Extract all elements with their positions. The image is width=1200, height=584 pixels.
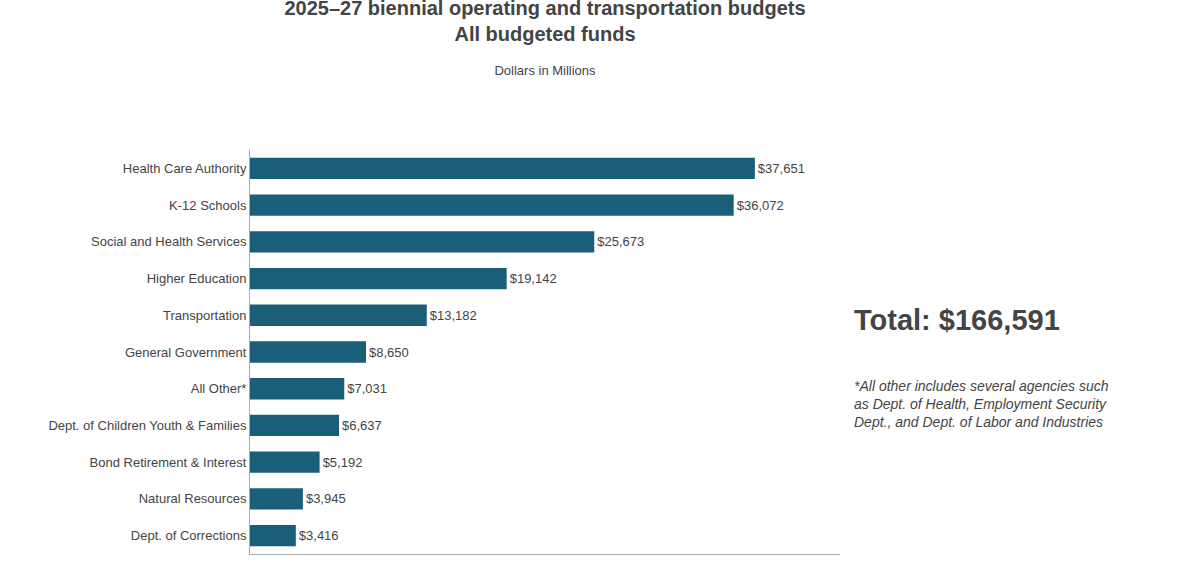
svg-text:Higher Education: Higher Education	[147, 271, 247, 286]
svg-text:Dept. of Corrections: Dept. of Corrections	[131, 528, 247, 543]
svg-text:Social and Health Services: Social and Health Services	[91, 234, 247, 249]
svg-text:Natural Resources: Natural Resources	[139, 491, 247, 506]
svg-text:Dollars in Millions: Dollars in Millions	[494, 63, 596, 78]
svg-text:$5,192: $5,192	[323, 455, 363, 470]
svg-text:$8,650: $8,650	[369, 345, 409, 360]
svg-text:$19,142: $19,142	[510, 271, 557, 286]
svg-text:Transportation: Transportation	[163, 308, 246, 323]
svg-text:$37,651: $37,651	[758, 161, 805, 176]
svg-text:$36,072: $36,072	[737, 198, 784, 213]
svg-text:General Government: General Government	[125, 345, 247, 360]
svg-text:Total: $166,591: Total: $166,591	[854, 304, 1060, 336]
svg-text:$6,637: $6,637	[342, 418, 382, 433]
svg-text:Bond Retirement & Interest: Bond Retirement & Interest	[90, 455, 247, 470]
svg-text:$7,031: $7,031	[347, 381, 387, 396]
svg-text:Dept. of Children Youth & Fami: Dept. of Children Youth & Families	[48, 418, 246, 433]
svg-text:*All other includes several ag: *All other includes several agencies suc…	[854, 378, 1109, 430]
svg-text:$3,945: $3,945	[306, 491, 346, 506]
svg-text:$3,416: $3,416	[299, 528, 339, 543]
svg-text:2025–27 biennial operating and: 2025–27 biennial operating and transport…	[284, 0, 805, 45]
svg-text:All Other*: All Other*	[191, 381, 247, 396]
svg-text:$25,673: $25,673	[597, 234, 644, 249]
svg-text:Health Care Authority: Health Care Authority	[123, 161, 247, 176]
svg-text:K-12 Schools: K-12 Schools	[169, 198, 247, 213]
svg-text:$13,182: $13,182	[430, 308, 477, 323]
